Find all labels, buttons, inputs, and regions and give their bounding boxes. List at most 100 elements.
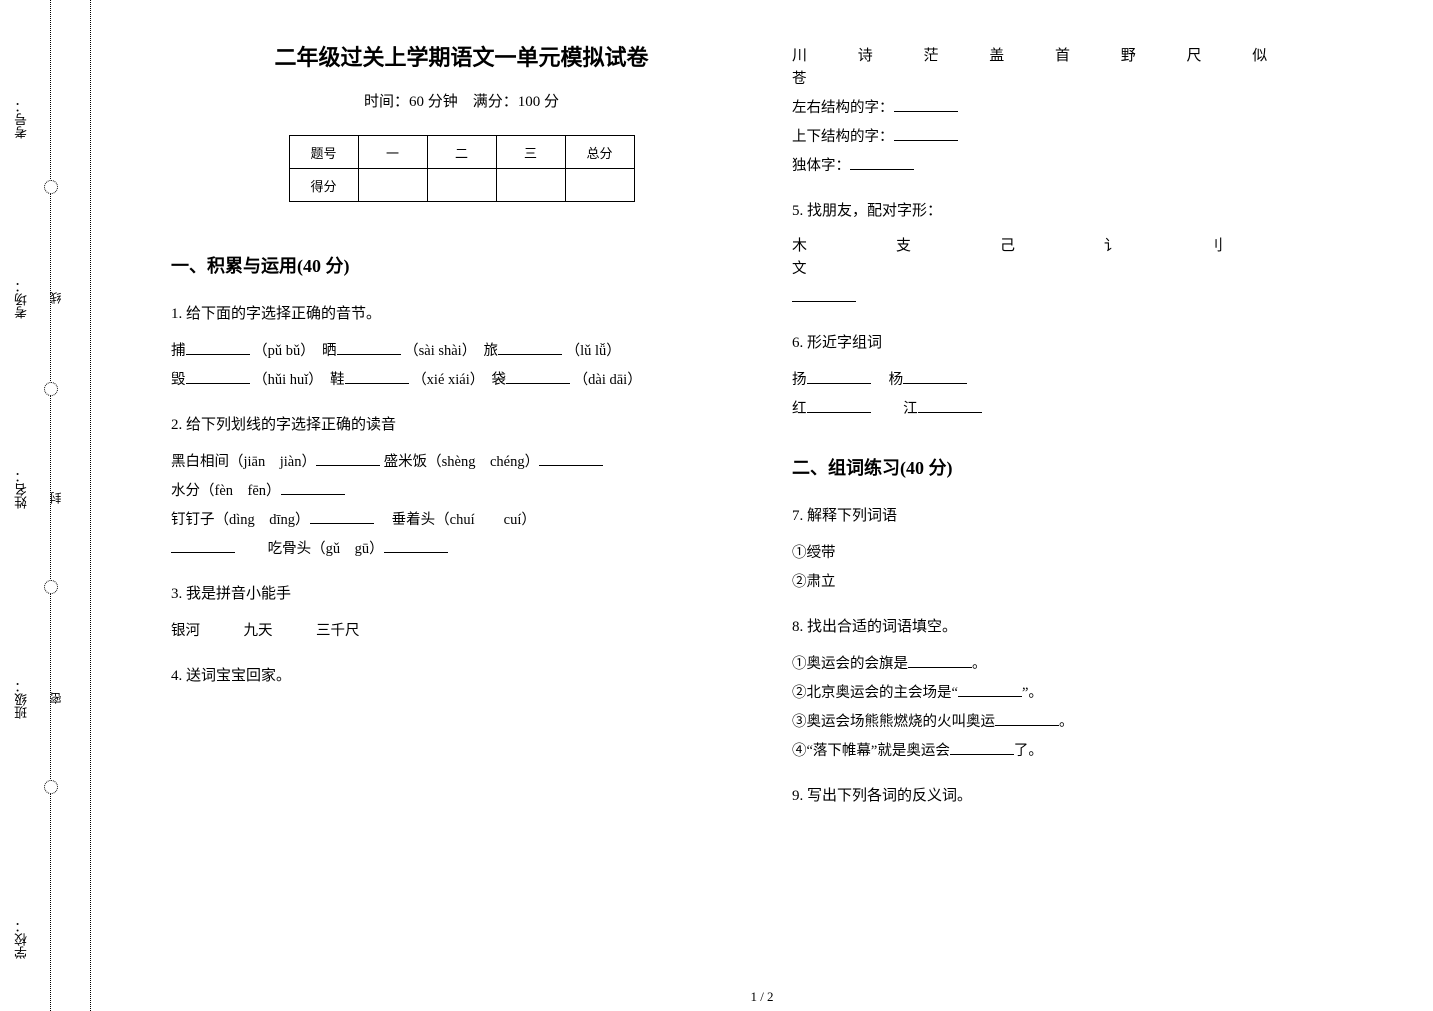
q6-char: 扬 (792, 372, 807, 388)
struct-label: 独体字： (792, 158, 850, 174)
char: 川 (792, 44, 852, 65)
q2-body: 黑白相间（jiān jiàn） 盛米饭（shèng chéng） 水分（fèn … (171, 448, 752, 564)
blank (498, 340, 562, 355)
char-row: 川 诗 茫 盖 首 野 尺 似 (792, 44, 1373, 65)
q1-char: 捕 (171, 343, 186, 359)
q1-opt: （xié xiái） 袋 (412, 372, 506, 388)
blank (903, 369, 967, 384)
section2-head: 二、组词练习(40 分) (792, 454, 1373, 480)
q6-stem: 6. 形近字组词 (792, 331, 1373, 352)
q3-words: 银河 九天 三千尺 (171, 617, 752, 646)
q8-text: 。 (1059, 714, 1074, 730)
binding-word-feng: 封 (47, 484, 64, 504)
q1-opt: （hǔi huǐ） 鞋 (253, 372, 344, 388)
q1-opt: （lǔ lǚ） (566, 343, 621, 359)
char: 讠 (1104, 234, 1204, 255)
q7-stem: 7. 解释下列词语 (792, 504, 1373, 525)
score-cell (565, 169, 634, 202)
blank (186, 340, 250, 355)
right-column: 川 诗 茫 盖 首 野 尺 似 苍 左右结构的字： 上下结构的字： 独体字： 5… (772, 30, 1393, 1001)
binding-word-mi: 线 (47, 284, 64, 304)
char: 似 (1252, 44, 1312, 65)
struct-line: 左右结构的字： 上下结构的字： 独体字： (792, 94, 1373, 181)
blank (850, 155, 914, 170)
binding-label-school: 学校： (12, 920, 31, 959)
blank (539, 451, 603, 466)
left-column: 二年级过关上学期语文一单元模拟试卷 时间：60 分钟 满分：100 分 题号 一… (151, 30, 772, 1001)
char: 刂 (1208, 234, 1308, 255)
char: 诗 (858, 44, 918, 65)
char: 支 (896, 234, 996, 255)
q2-text: 垂着头（chuí cuí） (377, 512, 536, 528)
blank (506, 369, 570, 384)
q7-a: ①绶带 (792, 539, 1373, 568)
blank (908, 653, 972, 668)
q3-stem: 3. 我是拼音小能手 (171, 582, 752, 603)
binding-label-room: 考场： (12, 280, 31, 319)
q2-text: 钉钉子（dìng dīng） (171, 512, 310, 528)
blank (807, 369, 871, 384)
char: 野 (1121, 44, 1181, 65)
blank (950, 740, 1014, 755)
q2-text: 吃骨头（gǔ gū） (239, 541, 384, 557)
char-below: 苍 (792, 65, 1373, 94)
q5-row2: 文 (792, 255, 1373, 284)
char: 尺 (1187, 44, 1247, 65)
blank (792, 287, 856, 302)
binding-circle (44, 382, 58, 396)
q2-stem: 2. 给下列划线的字选择正确的读音 (171, 413, 752, 434)
q4-stem: 4. 送词宝宝回家。 (171, 664, 752, 685)
page-content: 二年级过关上学期语文一单元模拟试卷 时间：60 分钟 满分：100 分 题号 一… (91, 0, 1433, 1011)
score-header: 二 (427, 136, 496, 169)
q1-opt: （pǔ bǔ） 晒 (253, 343, 336, 359)
char: 首 (1055, 44, 1115, 65)
q6-char: 江 (903, 401, 918, 417)
q6-char: 红 (792, 401, 807, 417)
blank (894, 126, 958, 141)
blank (316, 451, 380, 466)
blank (995, 711, 1059, 726)
q5-row: 木 支 己 讠 刂 (792, 234, 1373, 255)
char: 茫 (924, 44, 984, 65)
q6-body: 扬 杨 红 江 (792, 366, 1373, 424)
binding-label-id: 考号： (12, 100, 31, 139)
binding-dash-line (50, 0, 52, 1011)
binding-circle (44, 180, 58, 194)
paper-subtitle: 时间：60 分钟 满分：100 分 (171, 90, 752, 111)
q1-body: 捕 （pǔ bǔ） 晒 （sài shài） 旅 （lǔ lǚ） 毁 （hǔi … (171, 337, 752, 395)
q1-opt: （sài shài） 旅 (404, 343, 498, 359)
blank (345, 369, 409, 384)
char: 己 (1000, 234, 1100, 255)
section1-head: 一、积累与运用(40 分) (171, 252, 752, 278)
score-header: 题号 (289, 136, 358, 169)
blank (171, 538, 235, 553)
score-table: 题号 一 二 三 总分 得分 (289, 135, 635, 202)
binding-circle (44, 780, 58, 794)
q8-text: ②北京奥运会的主会场是“ (792, 685, 958, 701)
q6-char: 杨 (889, 372, 904, 388)
q2-text: 盛米饭（shèng chéng） (384, 454, 539, 470)
paper-title: 二年级过关上学期语文一单元模拟试卷 (171, 40, 752, 72)
binding-margin: 线 封 密 学校： 班级： 姓名： 考场： 考号： (0, 0, 91, 1011)
struct-label: 左右结构的字： (792, 100, 894, 116)
score-cell (496, 169, 565, 202)
blank (310, 509, 374, 524)
binding-label-class: 班级： (12, 680, 31, 719)
binding-label-name: 姓名： (12, 470, 31, 509)
blank (894, 97, 958, 112)
blank (958, 682, 1022, 697)
q8-text: 了。 (1014, 743, 1043, 759)
blank (186, 369, 250, 384)
q1-opt: （dài dāi） (574, 372, 642, 388)
q7-b: ②肃立 (792, 568, 1373, 597)
binding-circle (44, 580, 58, 594)
q8-text: ”。 (1022, 685, 1043, 701)
blank (384, 538, 448, 553)
q5-stem: 5. 找朋友，配对字形： (792, 199, 1373, 220)
page-number: 1 / 2 (750, 989, 773, 1005)
binding-word-xian: 密 (47, 684, 64, 704)
blank (807, 398, 871, 413)
q8-stem: 8. 找出合适的词语填空。 (792, 615, 1373, 636)
q1-stem: 1. 给下面的字选择正确的音节。 (171, 302, 752, 323)
score-row-label: 得分 (289, 169, 358, 202)
